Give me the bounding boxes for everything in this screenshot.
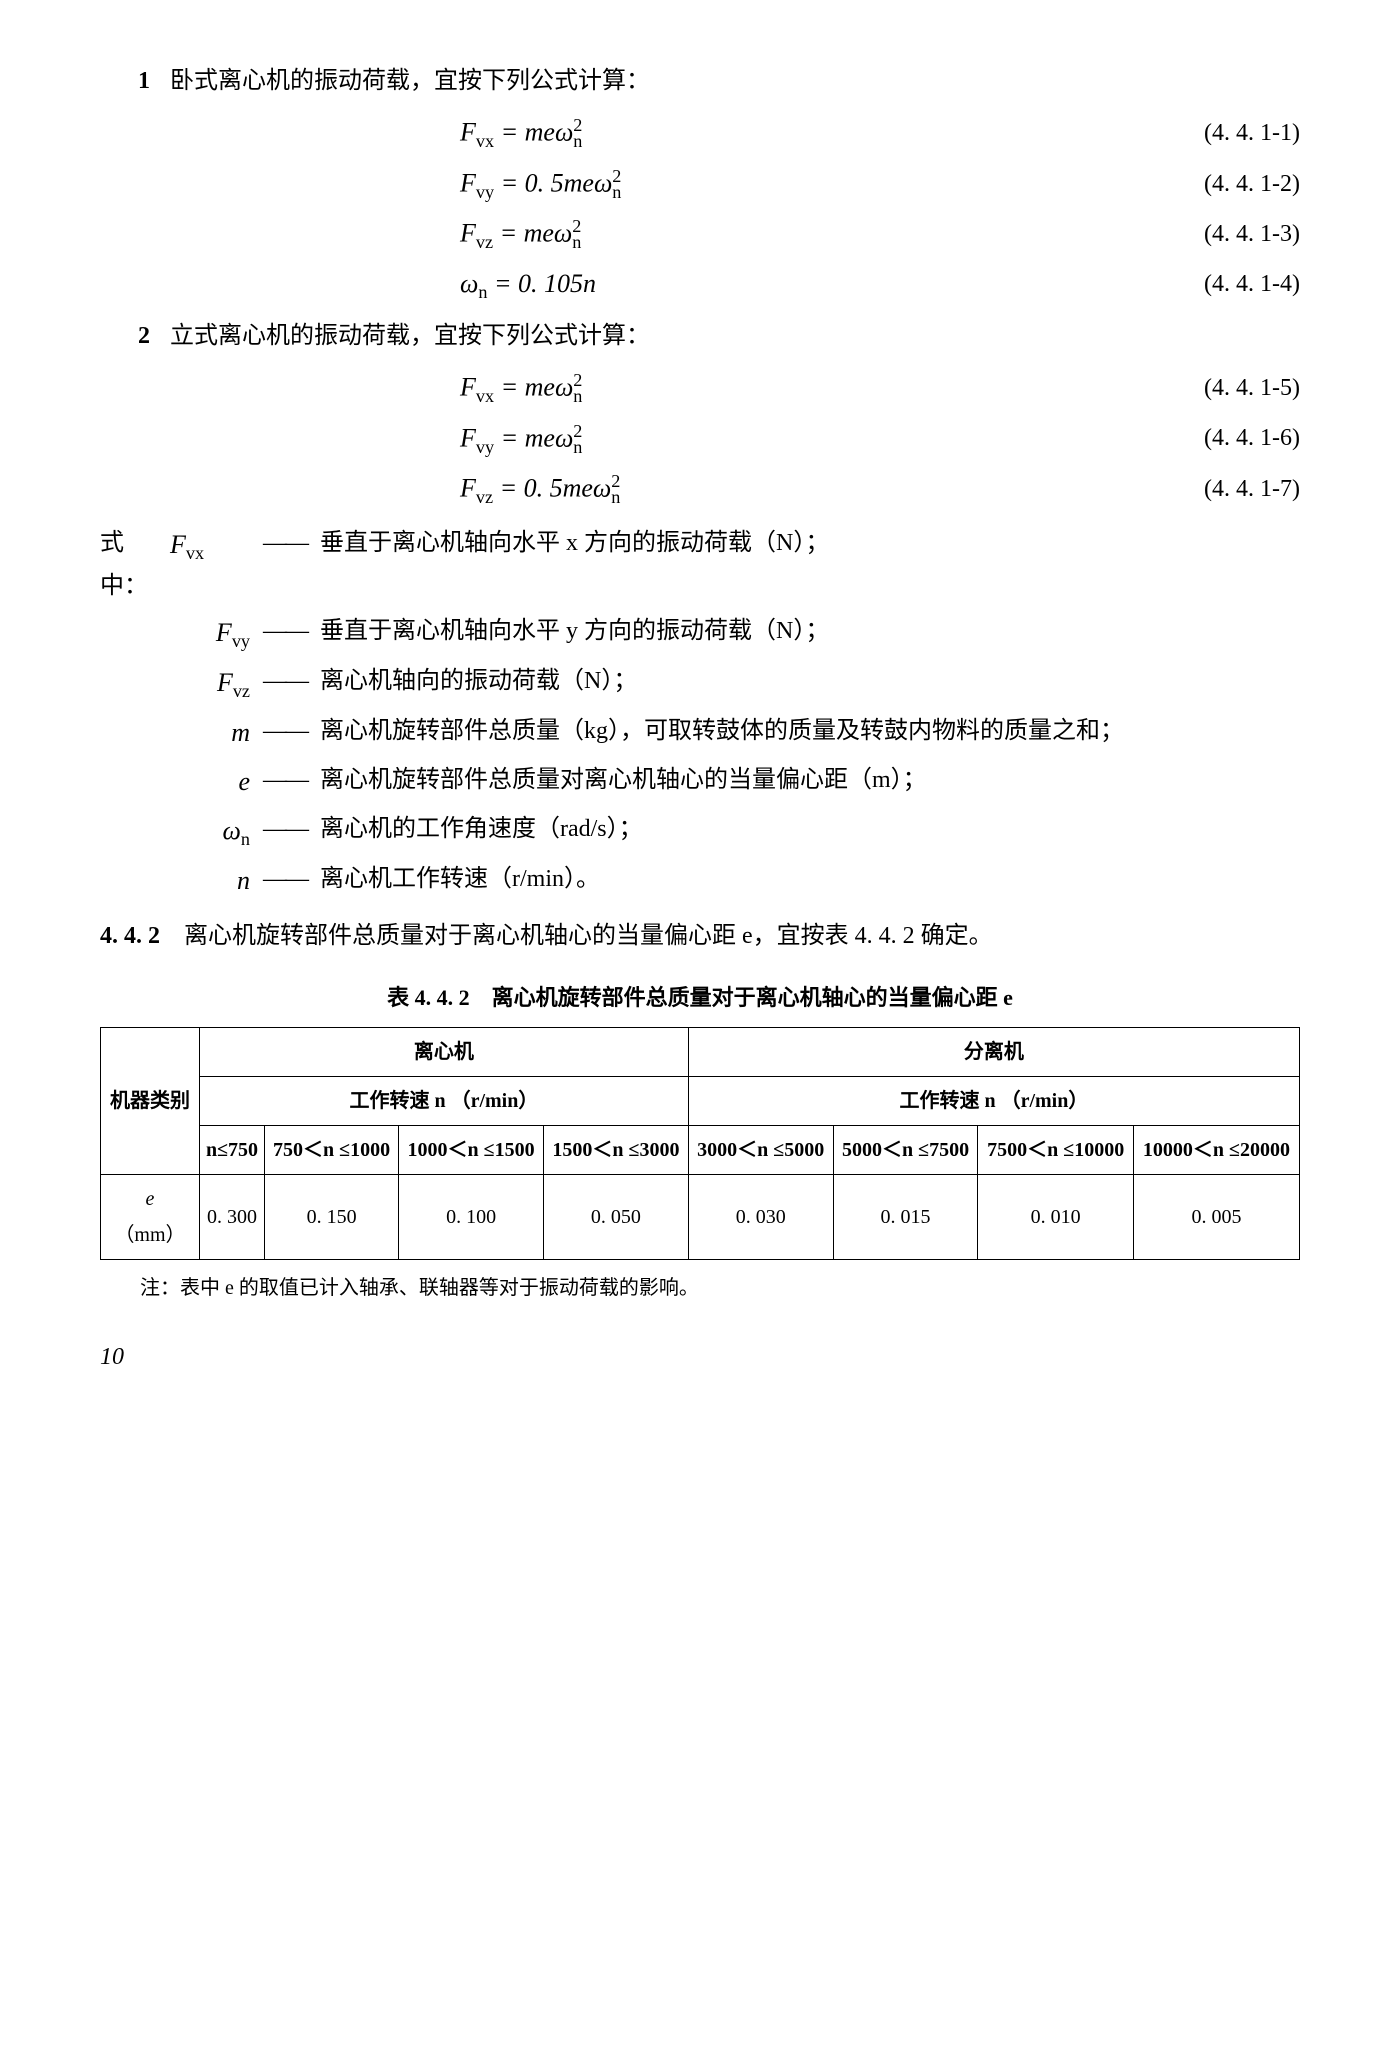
table-header-row-1: 机器类别 离心机 分离机 [101,1028,1300,1077]
table-header-row-3: n≤750 750＜n ≤1000 1000＜n ≤1500 1500＜n ≤3… [101,1126,1300,1175]
where-row-4: e —— 离心机旋转部件总质量对离心机轴心的当量偏心距（m）； [100,759,1300,806]
eq-ref-7: (4. 4. 1-7) [1100,468,1300,511]
eq-ref-2: (4. 4. 1-2) [1100,163,1300,206]
eq-ref-3: (4. 4. 1-3) [1100,213,1300,256]
table-note: 注：表中 e 的取值已计入轴承、联轴器等对于振动荷载的影响。 [100,1270,1300,1306]
val-4: 0. 030 [688,1175,833,1260]
equations-group-2: Fvx = meω2n (4. 4. 1-5) Fvy = meω2n (4. … [100,364,1300,514]
col-machine-type: 机器类别 [101,1028,200,1175]
col-group-separator: 分离机 [688,1028,1299,1077]
where-desc-2: 离心机轴向的振动荷载（N）； [320,660,1300,703]
page-number: 10 [100,1336,1300,1379]
where-desc-6: 离心机工作转速（r/min）。 [320,858,1300,901]
row-label-e: e（mm） [101,1175,200,1260]
table-header-row-2: 工作转速 n （r/min） 工作转速 n （r/min） [101,1077,1300,1126]
eq-ref-1: (4. 4. 1-1) [1100,112,1300,155]
where-desc-3: 离心机旋转部件总质量（kg），可取转鼓体的质量及转鼓内物料的质量之和； [320,710,1300,753]
where-desc-5: 离心机的工作角速度（rad/s）； [320,808,1300,851]
equations-group-1: Fvx = meω2n (4. 4. 1-1) Fvy = 0. 5meω2n … [100,109,1300,309]
eccentricity-table: 机器类别 离心机 分离机 工作转速 n （r/min） 工作转速 n （r/mi… [100,1027,1300,1260]
equation-6: Fvy = meω2n (4. 4. 1-6) [100,415,1300,464]
para-442-text: 离心机旋转部件总质量对于离心机轴心的当量偏心距 e，宜按表 4. 4. 2 确定… [160,923,993,949]
where-desc-1: 垂直于离心机轴向水平 y 方向的振动荷载（N）； [320,610,1300,653]
item-2: 2 立式离心机的振动荷载，宜按下列公式计算： [100,315,1300,358]
item-2-text: 立式离心机的振动荷载，宜按下列公式计算： [170,315,1300,358]
equation-3: Fvz = meω2n (4. 4. 1-3) [100,210,1300,259]
table-data-row: e（mm） 0. 300 0. 150 0. 100 0. 050 0. 030… [101,1175,1300,1260]
val-7: 0. 005 [1133,1175,1299,1260]
para-4-4-2: 4. 4. 2 离心机旋转部件总质量对于离心机轴心的当量偏心距 e，宜按表 4.… [100,915,1300,958]
equation-2: Fvy = 0. 5meω2n (4. 4. 1-2) [100,160,1300,209]
where-row-1: Fvy —— 垂直于离心机轴向水平 y 方向的振动荷载（N）； [100,610,1300,658]
item-1-num: 1 [100,60,170,103]
item-1: 1 卧式离心机的振动荷载，宜按下列公式计算： [100,60,1300,103]
range-0: n≤750 [200,1126,265,1175]
val-6: 0. 010 [978,1175,1133,1260]
equation-7: Fvz = 0. 5meω2n (4. 4. 1-7) [100,465,1300,514]
item-2-num: 2 [100,315,170,358]
where-desc-4: 离心机旋转部件总质量对离心机轴心的当量偏心距（m）； [320,759,1300,802]
equation-4: ωn = 0. 105n (4. 4. 1-4) [100,261,1300,309]
where-row-0: 式中： Fvx —— 垂直于离心机轴向水平 x 方向的振动荷载（N）； [100,522,1300,608]
val-0: 0. 300 [200,1175,265,1260]
val-5: 0. 015 [833,1175,978,1260]
eq-ref-5: (4. 4. 1-5) [1100,367,1300,410]
item-1-text: 卧式离心机的振动荷载，宜按下列公式计算： [170,60,1300,103]
where-label: 式中： [100,522,170,608]
range-3: 1500＜n ≤3000 [544,1126,689,1175]
where-row-6: n —— 离心机工作转速（r/min）。 [100,858,1300,905]
val-2: 0. 100 [399,1175,544,1260]
range-4: 3000＜n ≤5000 [688,1126,833,1175]
col-group-centrifuge: 离心机 [200,1028,689,1077]
eq-ref-4: (4. 4. 1-4) [1100,263,1300,306]
eq-ref-6: (4. 4. 1-6) [1100,417,1300,460]
val-3: 0. 050 [544,1175,689,1260]
speed-label-1: 工作转速 n （r/min） [200,1077,689,1126]
range-5: 5000＜n ≤7500 [833,1126,978,1175]
speed-label-2: 工作转速 n （r/min） [688,1077,1299,1126]
equation-1: Fvx = meω2n (4. 4. 1-1) [100,109,1300,158]
equation-5: Fvx = meω2n (4. 4. 1-5) [100,364,1300,413]
where-desc-0: 垂直于离心机轴向水平 x 方向的振动荷载（N）； [320,522,1300,565]
range-1: 750＜n ≤1000 [265,1126,399,1175]
where-block: 式中： Fvx —— 垂直于离心机轴向水平 x 方向的振动荷载（N）； Fvy … [100,522,1300,905]
range-7: 10000＜n ≤20000 [1133,1126,1299,1175]
val-1: 0. 150 [265,1175,399,1260]
where-row-2: Fvz —— 离心机轴向的振动荷载（N）； [100,660,1300,708]
table-title: 表 4. 4. 2 离心机旋转部件总质量对于离心机轴心的当量偏心距 e [100,978,1300,1018]
range-2: 1000＜n ≤1500 [399,1126,544,1175]
where-row-3: m —— 离心机旋转部件总质量（kg），可取转鼓体的质量及转鼓内物料的质量之和； [100,710,1300,757]
range-6: 7500＜n ≤10000 [978,1126,1133,1175]
where-row-5: ωn —— 离心机的工作角速度（rad/s）； [100,808,1300,856]
para-442-num: 4. 4. 2 [100,923,160,949]
